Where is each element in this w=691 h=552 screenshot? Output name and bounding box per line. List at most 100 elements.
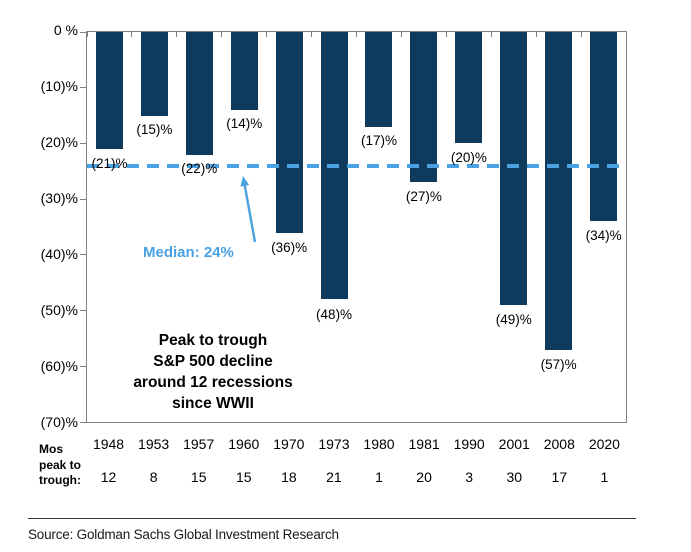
bar-series: (21)% (15)% (22)% (14)% (36)% (48)% (17)% (27)%… [87,32,626,422]
x-tick [311,32,313,37]
bar-value-label: (20)% [450,150,487,165]
x-tick [490,32,492,37]
months-value-1980: 1 [375,469,383,485]
y-tick-label: (50)% [40,302,78,318]
y-tick-label: (30)% [40,190,78,206]
bar-value-label: (36)% [271,239,308,255]
annotation-line: since WWII [172,395,254,412]
months-value-1960: 15 [235,469,252,485]
y-tick-label: (70)% [40,414,78,430]
year-label-2020: 2020 [588,436,620,452]
bar-1948 [95,32,123,149]
bar-value-label: (27)% [405,189,442,205]
x-tick [400,32,402,37]
plot-area: (21)% (15)% (22)% (14)% (36)% (48)% (17)% (27)%… [80,31,627,423]
months-to-trough-values: 12 8 15 15 18 21 1 20 3 30 17 1 [86,469,627,485]
bar-2008 [545,32,573,350]
bar-value-label: (57)% [540,357,577,373]
median-dashed-line [87,164,626,169]
bar-2001 [500,32,528,305]
year-label-1948: 1948 [92,436,125,452]
bar-value-label: (48)% [316,306,353,322]
x-tick [221,32,223,37]
annotation-line: around 12 recessions [133,374,293,391]
bar-value-label: (15)% [136,122,173,137]
bar-1957 [185,32,213,155]
year-label-1973: 1973 [318,436,350,452]
months-row-label: Mos peak to trough: [39,442,81,489]
months-row-label-line: Mos [39,442,63,456]
months-value-1981: 20 [416,469,432,485]
y-tick [80,198,87,200]
bar-value-label: (49)% [495,312,532,328]
months-value-1973: 21 [326,469,342,485]
months-value-1953: 8 [149,469,158,485]
x-tick [356,32,357,37]
bar-value-label: (21)% [91,155,128,171]
x-tick [625,32,627,37]
y-tick [80,254,87,256]
y-tick [80,421,87,423]
x-axis-year-labels: 1948 1953 1957 1960 1970 1973 1980 1981 1990 2001… [86,436,627,452]
months-value-2001: 30 [506,469,523,485]
bar-1960 [230,32,258,110]
footer-divider [28,518,636,519]
y-tick [80,142,87,144]
year-label-1981: 1981 [408,436,440,452]
x-tick [131,32,133,37]
bar-column-2020: (34)% [581,32,626,422]
months-value-1970: 18 [281,469,297,485]
bar-column-1957: (22)% [177,32,222,422]
x-tick [445,32,447,37]
y-tick-label: (20)% [40,134,78,150]
bar-1980 [365,32,393,127]
y-tick-label: (10)% [40,78,78,94]
y-tick [80,310,87,312]
bar-value-label: (22)% [181,161,218,177]
chart-annotation: Peak to trough S&P 500 decline around 12… [88,330,338,414]
bar-2020 [590,32,618,222]
year-label-2001: 2001 [498,436,530,452]
year-label-1990: 1990 [453,436,485,452]
y-tick [80,31,87,33]
x-tick [535,32,537,37]
year-label-1970: 1970 [273,436,305,452]
y-tick-label: (40)% [40,246,78,262]
source-text: Source: Goldman Sachs Global Investment … [28,527,339,542]
bar-column-1960: (14)% [222,32,267,422]
bar-column-1970: (36)% [267,32,312,422]
months-value-2008: 17 [551,469,568,485]
year-label-2008: 2008 [543,436,575,452]
year-label-1957: 1957 [183,436,215,452]
y-tick-label: (60)% [40,358,78,374]
y-tick [80,365,87,367]
bar-column-2001: (49)% [491,32,536,422]
bar-1970 [275,32,303,233]
median-arrow-icon [240,176,257,243]
year-label-1960: 1960 [228,436,260,452]
bar-1981 [410,32,438,183]
months-row-label-line: trough: [39,473,81,487]
bar-column-1980: (17)% [357,32,402,422]
bar-1953 [140,32,168,116]
months-value-1990: 3 [465,469,474,485]
months-row-label-line: peak to [39,457,82,472]
year-label-1980: 1980 [363,436,395,452]
x-tick [86,32,88,37]
bar-column-1981: (27)% [401,32,446,422]
months-value-2020: 1 [600,469,609,485]
bar-1990 [455,32,483,144]
months-value-1948: 12 [100,469,117,485]
bar-column-1948: (21)% [87,32,132,422]
year-label-1953: 1953 [138,436,170,452]
bar-column-1953: (15)% [132,32,177,422]
x-tick [580,32,582,37]
bar-value-label: (17)% [360,133,397,149]
y-tick [80,87,87,89]
bar-column-1990: (20)% [446,32,491,422]
median-label: Median: 24% [143,244,234,261]
months-value-1957: 15 [190,469,207,485]
bar-column-2008: (57)% [536,32,581,422]
x-tick [266,32,268,37]
